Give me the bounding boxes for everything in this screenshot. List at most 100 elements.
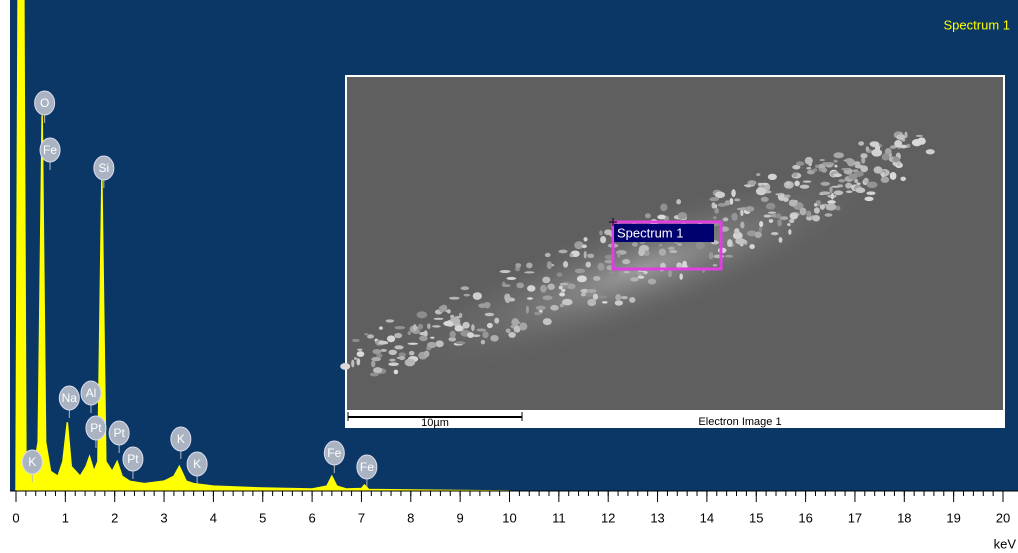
particle xyxy=(494,318,499,324)
particle xyxy=(916,135,923,137)
particle xyxy=(825,213,833,217)
particle xyxy=(550,305,558,311)
x-tick-label: 17 xyxy=(848,510,862,525)
particle xyxy=(593,294,598,300)
particle xyxy=(775,193,783,195)
particle xyxy=(506,329,511,333)
x-tick-label: 13 xyxy=(650,510,664,525)
particle xyxy=(636,272,645,275)
particle xyxy=(464,294,471,297)
particle xyxy=(378,341,388,345)
particle xyxy=(473,292,482,300)
peak-label: Fe xyxy=(43,143,57,157)
particle xyxy=(356,358,360,365)
peak-label: K xyxy=(193,457,201,471)
particle xyxy=(570,253,574,257)
x-tick-label: 1 xyxy=(62,510,69,525)
particle xyxy=(826,203,837,210)
particle xyxy=(542,295,552,300)
x-tick-label: 4 xyxy=(210,510,217,525)
particle xyxy=(882,153,890,160)
particle xyxy=(695,242,705,250)
image-title: Electron Image 1 xyxy=(698,416,781,428)
particle xyxy=(900,177,906,181)
particle xyxy=(713,216,716,219)
particle xyxy=(462,322,469,329)
particle xyxy=(731,189,736,197)
particle xyxy=(367,334,374,338)
particle xyxy=(600,236,606,243)
particle xyxy=(806,167,811,170)
particle xyxy=(454,325,463,331)
x-tick-label: 7 xyxy=(358,510,365,525)
particle xyxy=(432,325,441,327)
peak-label: Fe xyxy=(327,446,341,460)
x-tick-label: 20 xyxy=(996,510,1010,525)
particle xyxy=(827,200,836,204)
particle xyxy=(527,285,535,292)
particle xyxy=(897,162,901,166)
particle xyxy=(648,279,657,285)
peak-label: Na xyxy=(62,391,78,405)
particle xyxy=(679,273,682,280)
particle xyxy=(820,182,830,186)
particle xyxy=(547,284,555,290)
particle xyxy=(632,242,638,247)
particle xyxy=(508,332,516,338)
particle xyxy=(900,145,908,149)
particle xyxy=(563,261,568,268)
particle xyxy=(372,349,381,354)
particle xyxy=(796,161,804,165)
particle xyxy=(812,215,820,222)
particle xyxy=(424,351,430,358)
particle xyxy=(388,362,399,366)
peak-label: K xyxy=(177,432,185,446)
particle xyxy=(394,370,399,375)
particle xyxy=(386,319,394,322)
particle xyxy=(387,335,395,342)
particle xyxy=(833,160,837,163)
particle xyxy=(771,232,779,235)
particle xyxy=(357,351,365,357)
particle xyxy=(371,357,381,361)
particle xyxy=(556,272,562,277)
particle xyxy=(381,349,387,352)
particle xyxy=(814,203,817,206)
particle xyxy=(725,255,733,258)
particle xyxy=(352,339,360,342)
x-tick-label: 15 xyxy=(749,510,763,525)
particle xyxy=(768,174,777,180)
particle xyxy=(857,182,861,184)
particle xyxy=(676,199,681,204)
particle xyxy=(354,357,357,360)
x-tick-label: 8 xyxy=(407,510,414,525)
particle xyxy=(787,223,790,226)
particle xyxy=(621,296,628,299)
particle xyxy=(373,367,382,373)
particle xyxy=(583,237,587,241)
particle xyxy=(602,301,608,303)
particle xyxy=(624,271,630,273)
particle xyxy=(461,286,470,290)
electron-image: 10µm Electron Image 1 Spectrum 1 xyxy=(340,75,1005,429)
particle xyxy=(800,208,807,216)
particle xyxy=(435,340,443,347)
particle xyxy=(731,213,737,221)
particle xyxy=(467,332,474,338)
particle xyxy=(637,276,644,279)
particle xyxy=(735,238,745,244)
particle xyxy=(713,255,724,259)
particle xyxy=(481,340,485,345)
particle xyxy=(371,361,375,368)
x-tick-label: 12 xyxy=(601,510,615,525)
particle xyxy=(559,286,563,290)
peak-label: Pt xyxy=(113,426,125,440)
particle xyxy=(450,331,456,338)
spectrum-title: Spectrum 1 xyxy=(944,17,1010,32)
particle xyxy=(789,219,794,223)
particle xyxy=(834,190,844,195)
particle xyxy=(340,363,350,370)
particle xyxy=(407,343,418,345)
particle xyxy=(405,359,416,367)
x-tick-label: 19 xyxy=(946,510,960,525)
